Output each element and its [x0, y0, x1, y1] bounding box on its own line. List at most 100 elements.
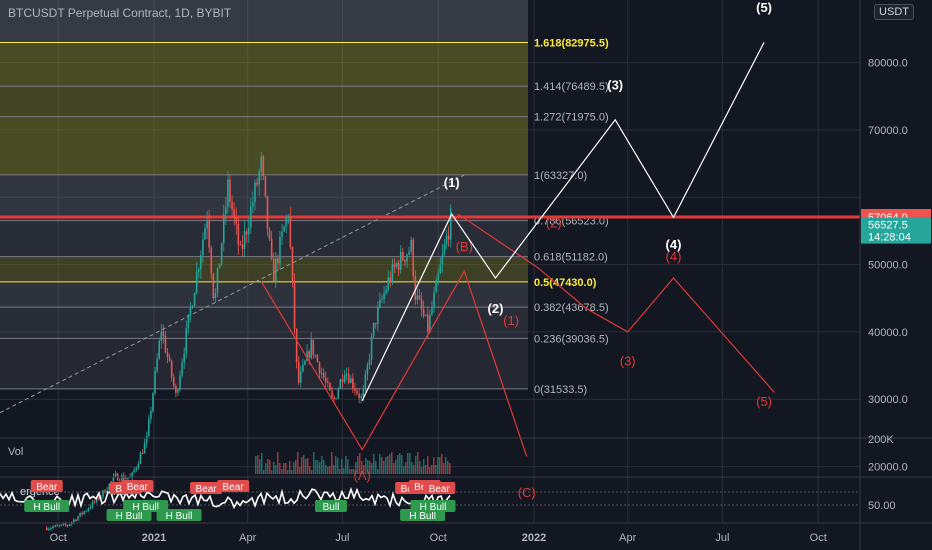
volume-bar: [275, 465, 277, 474]
currency-badge[interactable]: USDT: [874, 4, 914, 20]
volume-bar: [283, 463, 285, 474]
volume-bar: [377, 469, 379, 474]
candle-body: [381, 298, 383, 300]
candle-body: [58, 525, 61, 527]
candle-body: [341, 379, 344, 382]
volume-bar: [397, 455, 399, 474]
volume-bar: [427, 456, 429, 474]
candle-body: [168, 357, 171, 361]
candle-body: [239, 244, 242, 246]
bear-tag-box: [121, 480, 154, 492]
candle-body: [337, 389, 340, 399]
candle-body: [260, 156, 263, 172]
volume-axis-label: 200K: [868, 434, 894, 446]
candle-body: [427, 314, 429, 332]
candle-body: [193, 292, 196, 307]
time-tick-label: Oct: [810, 532, 827, 544]
volume-bar: [429, 467, 431, 474]
candle-body: [183, 353, 185, 363]
bull-wave-impulse[interactable]: [361, 42, 765, 401]
candle-body: [160, 331, 163, 341]
candle-body: [247, 227, 250, 235]
candle-body: [120, 475, 123, 481]
candle-body: [56, 525, 58, 527]
volume-bar: [333, 465, 335, 474]
volume-bar: [257, 455, 259, 474]
fib-zone: [0, 307, 528, 339]
candle-body: [372, 322, 375, 337]
candle-body: [320, 373, 323, 375]
candle-body: [416, 295, 419, 300]
candle-body: [200, 255, 202, 270]
candle-body: [422, 309, 425, 316]
candle-body: [343, 375, 346, 382]
candle-body: [379, 299, 381, 308]
volume-bar: [423, 459, 425, 474]
candle-body: [293, 280, 296, 329]
volume-bar: [321, 456, 323, 474]
volume-bar: [337, 458, 339, 474]
candle-body: [195, 271, 198, 293]
candle-body: [283, 226, 285, 232]
candle-body: [102, 490, 104, 497]
candle-body: [333, 397, 335, 399]
trend-line-dashed[interactable]: [0, 174, 465, 414]
volume-bar: [255, 456, 257, 474]
volume-bar: [279, 463, 281, 474]
candle-body: [235, 217, 238, 224]
volume-bar: [317, 460, 319, 474]
candle-body: [272, 258, 275, 282]
candle-body: [322, 373, 325, 378]
fib-level-label: 1(63327.0): [534, 170, 587, 182]
volume-bar: [293, 462, 295, 474]
volume-bar: [385, 457, 387, 474]
candle-body: [233, 209, 235, 218]
candle-body: [402, 251, 404, 261]
candle-body: [62, 523, 65, 525]
bull-wave-label: (2): [488, 301, 504, 316]
bear-wave-impulse[interactable]: [457, 213, 775, 393]
bull-tag-box: [24, 500, 70, 512]
bear-wave-abc[interactable]: [260, 269, 528, 457]
volume-bar: [345, 456, 347, 474]
candle-body: [364, 374, 367, 391]
candle-body: [227, 179, 229, 207]
candle-body: [75, 519, 77, 521]
volume-bar: [281, 469, 283, 474]
volume-bar: [365, 458, 367, 474]
candle-body: [214, 293, 217, 299]
bull-wave-label: (5): [756, 0, 772, 15]
candle-body: [204, 228, 206, 240]
volume-bar: [347, 459, 349, 474]
candle-body: [339, 379, 342, 390]
candle-body: [250, 206, 252, 228]
candle-body: [118, 480, 121, 482]
price-axis: [860, 0, 932, 550]
volume-bar: [261, 453, 263, 474]
candle-body: [177, 389, 179, 393]
candle-body: [362, 390, 365, 397]
current-price-label: 56527.5: [868, 220, 908, 232]
volume-bar: [285, 463, 287, 474]
bear-tag: Bear: [127, 482, 149, 493]
price-tick-label: 20000.0: [868, 462, 908, 474]
volume-bar: [327, 467, 329, 474]
candle-body: [266, 196, 269, 229]
candle-body: [418, 295, 421, 300]
candle-body: [335, 398, 337, 400]
candle-body: [52, 526, 54, 529]
volume-bar: [437, 457, 439, 474]
candle-body: [431, 307, 433, 315]
volume-bar: [305, 459, 307, 474]
candle-body: [89, 507, 92, 509]
fib-level-label: 1.272(71975.0): [534, 112, 609, 124]
bull-tag-box: [410, 500, 456, 512]
candle-body: [54, 525, 56, 527]
candle-body: [185, 327, 188, 354]
fib-zone: [0, 42, 528, 87]
bear-tag-box: [423, 482, 456, 494]
volume-bar: [391, 452, 393, 474]
candle-body: [281, 231, 283, 237]
volume-bar: [403, 466, 405, 474]
